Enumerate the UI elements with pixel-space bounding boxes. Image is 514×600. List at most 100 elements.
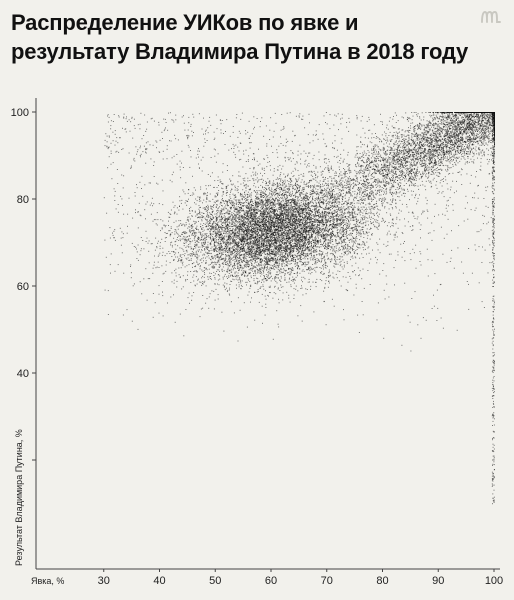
data-point xyxy=(171,232,173,234)
data-point xyxy=(305,200,307,202)
data-point xyxy=(287,272,289,274)
scatter-points xyxy=(103,112,495,505)
data-point xyxy=(342,246,344,248)
data-point xyxy=(199,239,201,241)
data-point xyxy=(218,236,220,238)
data-point xyxy=(357,181,359,183)
data-point xyxy=(368,202,370,204)
data-point xyxy=(214,195,216,197)
data-point xyxy=(252,243,254,245)
data-point xyxy=(296,162,298,164)
data-point xyxy=(356,195,358,197)
data-point xyxy=(201,242,203,244)
data-point xyxy=(308,237,310,239)
data-point xyxy=(263,281,265,283)
data-point xyxy=(214,248,216,250)
data-point xyxy=(292,249,294,251)
data-point xyxy=(263,245,265,247)
data-point xyxy=(274,224,276,226)
data-point xyxy=(274,239,276,241)
data-point xyxy=(304,209,306,211)
data-point xyxy=(373,197,375,198)
data-point xyxy=(307,245,309,247)
data-point xyxy=(351,206,353,208)
data-point xyxy=(309,236,311,238)
data-point xyxy=(307,185,309,187)
data-point xyxy=(260,271,262,272)
data-point xyxy=(204,254,206,256)
data-point xyxy=(185,257,187,259)
data-point xyxy=(189,213,191,214)
data-point xyxy=(238,175,240,177)
data-point xyxy=(323,236,325,238)
data-point xyxy=(284,185,286,187)
data-point xyxy=(249,257,251,258)
data-point xyxy=(274,204,276,206)
data-point xyxy=(321,271,323,273)
data-point xyxy=(337,229,339,230)
data-point xyxy=(253,256,255,258)
data-point xyxy=(195,228,197,229)
data-point xyxy=(274,276,276,278)
data-point xyxy=(252,220,254,222)
data-point xyxy=(195,252,197,254)
data-point xyxy=(304,224,306,226)
data-point xyxy=(234,218,236,220)
data-point xyxy=(241,215,243,217)
data-point xyxy=(389,233,391,235)
data-point xyxy=(258,228,260,230)
data-point xyxy=(322,274,324,275)
data-point xyxy=(251,221,253,223)
data-point xyxy=(225,229,227,231)
data-point xyxy=(302,213,304,215)
data-point xyxy=(224,222,226,223)
data-point xyxy=(210,235,212,237)
data-point xyxy=(214,196,216,198)
data-point xyxy=(205,233,206,235)
data-point xyxy=(327,243,329,245)
data-point xyxy=(247,234,249,236)
data-point xyxy=(181,262,183,264)
data-point xyxy=(249,250,251,252)
data-point xyxy=(355,197,357,199)
data-point xyxy=(227,217,229,219)
data-point xyxy=(238,228,240,230)
data-point xyxy=(248,256,250,258)
data-point xyxy=(327,276,329,278)
data-point xyxy=(322,183,323,185)
data-point xyxy=(296,241,298,243)
data-point xyxy=(300,248,302,250)
data-point xyxy=(328,271,330,273)
data-point xyxy=(215,240,217,242)
data-point xyxy=(233,207,234,209)
data-point xyxy=(310,242,312,244)
data-point xyxy=(307,164,308,166)
data-point xyxy=(326,189,328,191)
data-point xyxy=(221,219,223,221)
data-point xyxy=(414,218,416,219)
data-point xyxy=(222,208,224,210)
data-point xyxy=(224,223,226,224)
data-point xyxy=(248,217,250,219)
data-point xyxy=(279,191,281,193)
data-point xyxy=(289,232,291,234)
data-point xyxy=(232,215,234,217)
data-point xyxy=(214,202,216,204)
data-point xyxy=(307,250,309,252)
data-point xyxy=(303,202,305,204)
data-point xyxy=(339,189,341,190)
data-point xyxy=(229,242,231,244)
data-point xyxy=(339,223,341,225)
data-point xyxy=(235,242,237,244)
data-point xyxy=(252,252,254,254)
data-point xyxy=(301,221,303,223)
data-point xyxy=(195,189,196,191)
data-point xyxy=(288,199,290,201)
data-point xyxy=(287,246,289,248)
data-point xyxy=(309,213,311,214)
data-point xyxy=(346,233,348,235)
data-point xyxy=(321,173,323,175)
data-point xyxy=(308,272,310,274)
data-point xyxy=(217,193,219,195)
data-point xyxy=(247,224,249,226)
